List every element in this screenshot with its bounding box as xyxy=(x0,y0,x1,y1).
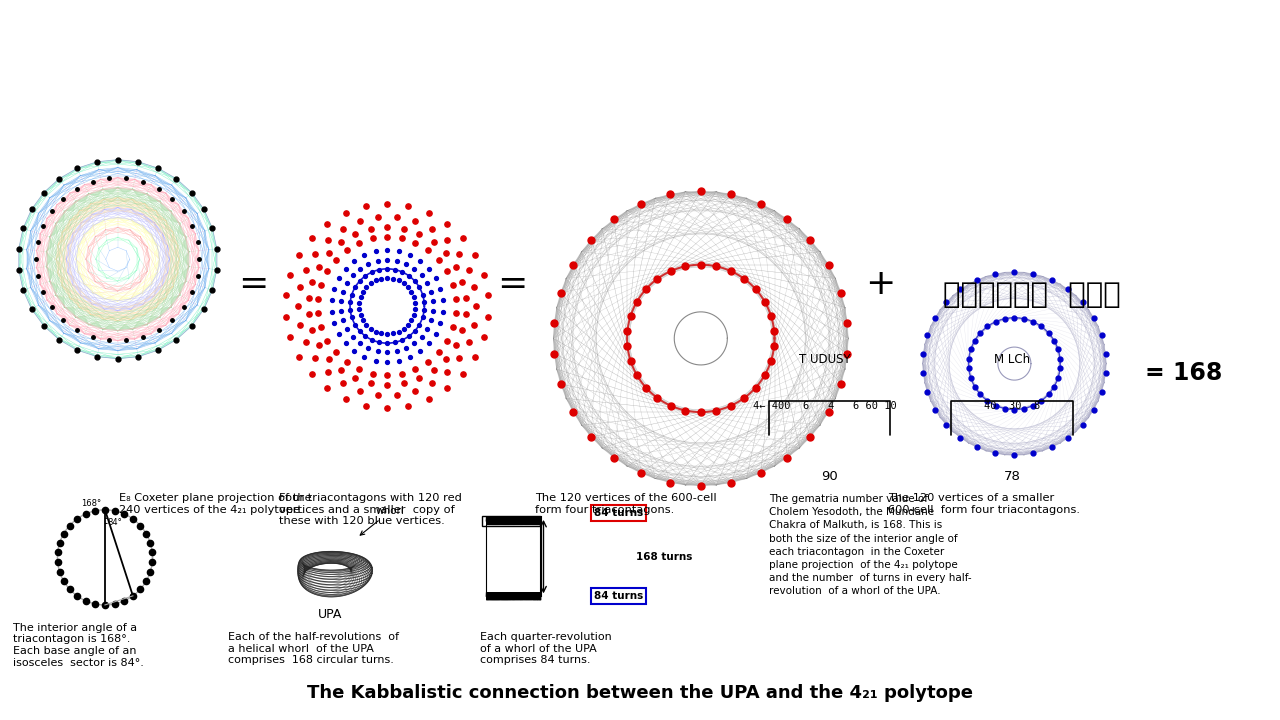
Text: UPA: UPA xyxy=(317,608,343,621)
Text: =: = xyxy=(497,267,527,302)
Text: E₈ Coxeter plane projection of the
240 vertices of the 4₂₁ polytope.: E₈ Coxeter plane projection of the 240 v… xyxy=(119,493,311,515)
Text: The 120 vertices of a smaller
600-cell  form four triacontagons.: The 120 vertices of a smaller 600-cell f… xyxy=(888,493,1080,515)
Text: Each of the half-revolutions  of
a helical whorl  of the UPA
comprises  168 circ: Each of the half-revolutions of a helica… xyxy=(228,632,399,665)
Text: 90: 90 xyxy=(822,469,838,482)
Text: The 120 vertices of the 600-cell
form four triacontagons.: The 120 vertices of the 600-cell form fo… xyxy=(535,493,717,515)
Text: 40  30  8: 40 30 8 xyxy=(984,401,1039,411)
Polygon shape xyxy=(113,254,123,264)
Text: 84 turns: 84 turns xyxy=(594,508,643,518)
Text: 84 turns: 84 turns xyxy=(594,591,643,601)
Text: 84°: 84° xyxy=(108,518,122,527)
Text: 78: 78 xyxy=(1004,469,1020,482)
FancyBboxPatch shape xyxy=(483,516,540,526)
Polygon shape xyxy=(998,347,1030,380)
Text: Four triacontagons with 120 red
vertices and a smaller  copy of
these with 120 b: Four triacontagons with 120 red vertices… xyxy=(279,493,462,526)
Text: יסודות  חלם: יסודות חלם xyxy=(943,280,1121,309)
Text: The Kabbalistic connection between the UPA and the 4₂₁ polytope: The Kabbalistic connection between the U… xyxy=(307,684,973,702)
Text: =: = xyxy=(238,267,269,302)
Text: 4← 400  6   4   6 60 10: 4← 400 6 4 6 60 10 xyxy=(753,401,897,411)
Text: whorl: whorl xyxy=(360,506,404,535)
Text: Each quarter-revolution
of a whorl of the UPA
comprises 84 turns.: Each quarter-revolution of a whorl of th… xyxy=(480,632,612,665)
Text: The interior angle of a
triacontagon is 168°.
Each base angle of an
isosceles  s: The interior angle of a triacontagon is … xyxy=(13,623,143,667)
Text: = 168: = 168 xyxy=(1146,361,1222,385)
Text: 168°: 168° xyxy=(81,500,101,508)
Text: +: + xyxy=(865,267,896,302)
Text: 168 turns: 168 turns xyxy=(636,552,692,562)
Text: T UDUSY: T UDUSY xyxy=(799,353,851,366)
Text: The gematria number value of
Cholem Yesodoth, the Mundane
Chakra of Malkuth, is : The gematria number value of Cholem Yeso… xyxy=(769,494,972,596)
Text: M LCh: M LCh xyxy=(993,353,1030,366)
Polygon shape xyxy=(675,312,727,365)
